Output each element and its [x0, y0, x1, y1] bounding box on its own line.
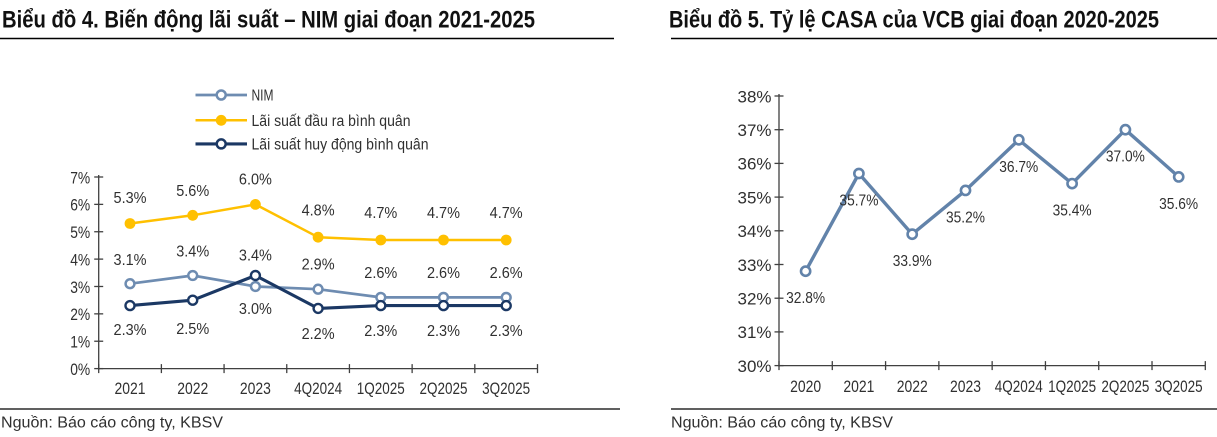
svg-text:38%: 38% [738, 88, 772, 106]
svg-text:0%: 0% [70, 361, 90, 379]
svg-text:33%: 33% [738, 257, 772, 275]
svg-text:3Q2025: 3Q2025 [482, 380, 530, 398]
svg-text:3.1%: 3.1% [114, 252, 147, 269]
svg-text:3%: 3% [70, 279, 90, 297]
svg-text:Lãi suất huy động bình quân: Lãi suất huy động bình quân [252, 136, 429, 153]
svg-text:35%: 35% [738, 189, 772, 207]
svg-text:37%: 37% [738, 122, 772, 140]
svg-text:5.6%: 5.6% [176, 183, 209, 200]
svg-text:1Q2025: 1Q2025 [1048, 378, 1096, 396]
svg-text:3.4%: 3.4% [176, 244, 209, 261]
svg-text:2Q2025: 2Q2025 [1101, 378, 1149, 396]
svg-text:35.2%: 35.2% [946, 209, 985, 226]
svg-text:4.7%: 4.7% [490, 205, 523, 222]
svg-text:2.5%: 2.5% [176, 321, 209, 338]
svg-text:4.7%: 4.7% [427, 205, 460, 222]
svg-text:NIM: NIM [252, 88, 274, 105]
svg-text:Biểu đồ 4. Biến động lãi suất: Biểu đồ 4. Biến động lãi suất – NIM giai… [2, 7, 535, 34]
svg-text:2.3%: 2.3% [427, 323, 460, 340]
svg-text:31%: 31% [738, 324, 772, 342]
svg-text:2.3%: 2.3% [114, 322, 147, 339]
svg-text:2021: 2021 [115, 380, 146, 398]
svg-text:4.7%: 4.7% [364, 205, 397, 222]
svg-text:6.0%: 6.0% [239, 171, 272, 188]
svg-text:32.8%: 32.8% [786, 290, 825, 307]
svg-text:4.8%: 4.8% [302, 203, 335, 220]
svg-text:2.3%: 2.3% [364, 323, 397, 340]
svg-text:7%: 7% [70, 169, 90, 187]
svg-text:37.0%: 37.0% [1106, 149, 1145, 166]
svg-text:2.6%: 2.6% [364, 265, 397, 282]
svg-text:1Q2025: 1Q2025 [357, 380, 405, 398]
svg-text:35.7%: 35.7% [839, 193, 878, 210]
svg-text:32%: 32% [738, 291, 772, 309]
svg-text:2020: 2020 [790, 378, 821, 396]
svg-text:2.3%: 2.3% [490, 323, 523, 340]
svg-text:5%: 5% [70, 224, 90, 242]
svg-text:5.3%: 5.3% [114, 190, 147, 207]
svg-text:2.6%: 2.6% [490, 265, 523, 282]
svg-text:2021: 2021 [843, 378, 874, 396]
svg-text:3Q2025: 3Q2025 [1155, 378, 1203, 396]
svg-text:4Q2024: 4Q2024 [995, 378, 1043, 396]
svg-text:2022: 2022 [177, 380, 208, 398]
svg-text:34%: 34% [738, 223, 772, 241]
svg-text:2023: 2023 [240, 380, 271, 398]
svg-text:4Q2024: 4Q2024 [294, 380, 342, 398]
svg-text:35.4%: 35.4% [1053, 203, 1092, 220]
svg-text:36.7%: 36.7% [999, 159, 1038, 176]
svg-text:2%: 2% [70, 306, 90, 324]
svg-text:30%: 30% [738, 358, 772, 376]
svg-text:35.6%: 35.6% [1159, 196, 1198, 213]
svg-text:Lãi suất đầu ra bình quân: Lãi suất đầu ra bình quân [252, 113, 411, 130]
svg-text:Nguồn: Báo cáo công ty, KBSV: Nguồn: Báo cáo công ty, KBSV [1, 415, 224, 432]
svg-text:2.2%: 2.2% [302, 326, 335, 343]
svg-text:2023: 2023 [950, 378, 981, 396]
svg-text:33.9%: 33.9% [893, 253, 932, 270]
svg-text:1%: 1% [70, 334, 90, 352]
svg-text:3.0%: 3.0% [239, 301, 272, 318]
svg-text:2022: 2022 [897, 378, 928, 396]
svg-text:2.6%: 2.6% [427, 265, 460, 282]
svg-text:6%: 6% [70, 197, 90, 215]
svg-text:2Q2025: 2Q2025 [419, 380, 467, 398]
svg-text:4%: 4% [70, 251, 90, 269]
svg-text:36%: 36% [738, 156, 772, 174]
svg-text:2.9%: 2.9% [302, 257, 335, 274]
svg-text:3.4%: 3.4% [239, 248, 272, 265]
svg-text:Biểu đồ 5. Tỷ lệ CASA của VCB: Biểu đồ 5. Tỷ lệ CASA của VCB giai đoạn … [669, 7, 1159, 34]
svg-text:Nguồn: Báo cáo công ty, KBSV: Nguồn: Báo cáo công ty, KBSV [671, 415, 894, 432]
